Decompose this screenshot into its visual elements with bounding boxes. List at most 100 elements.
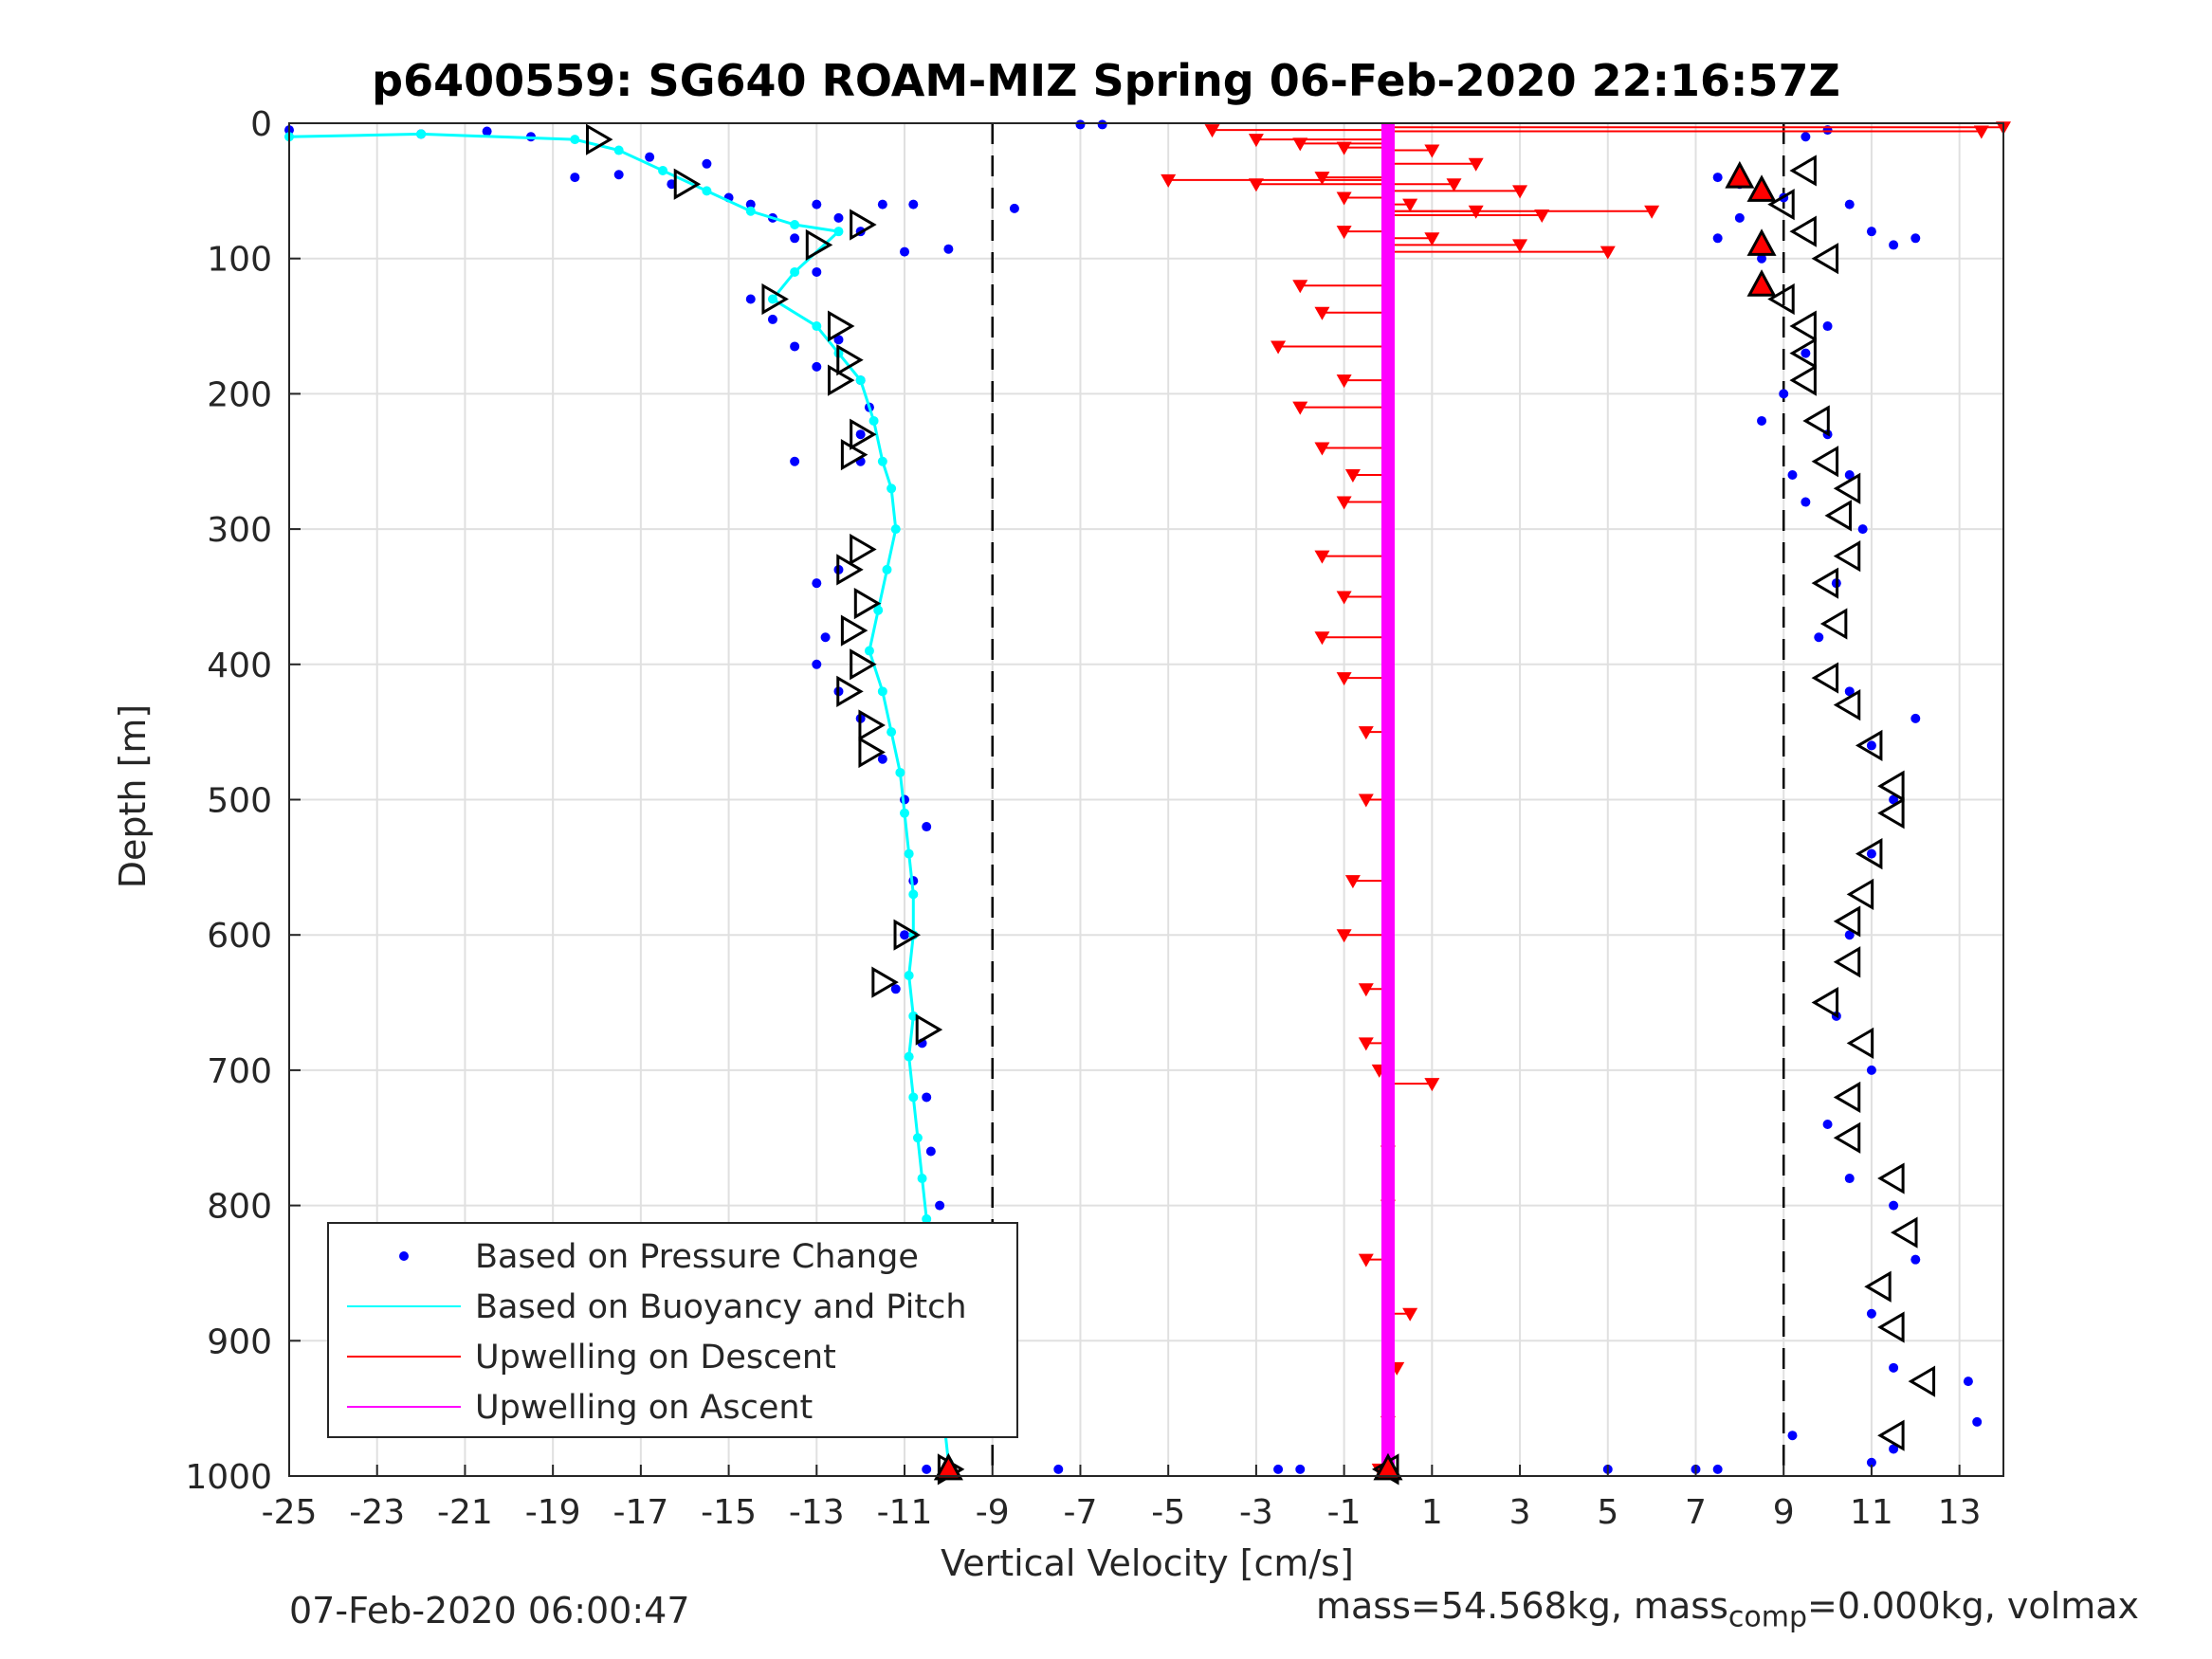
triangle-markers — [586, 123, 1936, 1486]
x-tick-label: 13 — [1938, 1493, 1982, 1532]
x-tick-label: 7 — [1685, 1493, 1707, 1532]
y-tick-label: 1000 — [185, 1458, 272, 1497]
x-tick-label: -19 — [525, 1493, 581, 1532]
data-point — [482, 126, 492, 137]
ascent-triangle-marker — [1891, 1216, 1918, 1249]
upwelling-marker — [1336, 591, 1352, 605]
series-point — [887, 483, 897, 494]
data-point — [790, 456, 800, 466]
descent-triangle-marker — [850, 533, 877, 566]
data-point — [1866, 1308, 1876, 1319]
data-point — [1787, 470, 1798, 481]
x-tick-label: 5 — [1597, 1493, 1618, 1532]
ascent-triangle-marker — [1789, 215, 1817, 247]
y-tick-label: 400 — [207, 647, 272, 685]
series-point — [868, 415, 879, 426]
footer-mass-text: mass=54.568kg, mass — [1316, 1585, 1728, 1627]
upwelling-marker — [1314, 306, 1330, 320]
y-tick-label: 900 — [207, 1322, 272, 1361]
data-point — [1787, 1431, 1798, 1441]
data-point — [1866, 227, 1876, 237]
y-tick-label: 500 — [207, 782, 272, 821]
upwelling-marker — [1424, 232, 1440, 246]
upwelling-marker — [1534, 210, 1550, 224]
series-point — [702, 186, 712, 196]
ascent-triangle-marker — [1833, 688, 1861, 721]
ascent-triangle-marker — [1855, 837, 1883, 870]
series-point — [900, 808, 910, 818]
axes: -25 -23 -21 -19 -17 -15 -13 -11 -9 -7 -5 -3 -1 1 3 5 7 9 1… — [185, 105, 2004, 1532]
x-tick-label: -17 — [612, 1493, 668, 1532]
upwelling-marker — [1248, 178, 1264, 192]
red-triangle-marker — [933, 1452, 963, 1481]
series-point — [890, 524, 901, 535]
data-point — [900, 930, 910, 940]
data-point — [1963, 1376, 1973, 1387]
series-point — [877, 686, 887, 697]
descent-triangle-marker — [871, 966, 899, 998]
data-point — [1814, 632, 1824, 643]
data-point — [935, 1200, 945, 1211]
data-point — [855, 429, 866, 440]
red-triangle-marker — [1373, 1452, 1403, 1481]
descent-triangle-marker — [805, 228, 833, 262]
ascent-triangle-marker — [1789, 155, 1817, 187]
upwelling-marker — [1644, 205, 1660, 219]
y-tick-label: 300 — [207, 511, 272, 550]
upwelling-marker — [1336, 226, 1352, 240]
upwelling-marker — [1314, 550, 1330, 564]
series-point — [882, 564, 892, 574]
upwelling-marker — [1600, 246, 1616, 260]
data-point — [925, 1146, 936, 1157]
data-point — [812, 578, 822, 589]
ascent-triangle-marker — [1811, 567, 1839, 599]
data-point — [1712, 173, 1723, 183]
x-axis-label: Vertical Velocity [cm/s] — [941, 1542, 1354, 1584]
ascent-triangle-marker — [1855, 729, 1883, 762]
series-point — [877, 456, 887, 466]
data-point — [1910, 1254, 1921, 1265]
descent-triangle-marker — [840, 614, 868, 647]
upwelling-marker — [1292, 280, 1308, 294]
legend-label: Based on Pressure Change — [475, 1238, 919, 1276]
series-point — [658, 165, 668, 175]
data-point — [900, 246, 910, 257]
data-point — [745, 199, 756, 210]
x-tick-label: 3 — [1509, 1493, 1531, 1532]
x-tick-label: -15 — [701, 1493, 757, 1532]
data-point — [1801, 132, 1811, 142]
data-point — [877, 754, 887, 764]
upwelling-marker — [1336, 496, 1352, 510]
data-point — [1097, 119, 1107, 130]
legend-label: Based on Buoyancy and Pitch — [475, 1288, 967, 1326]
data-point — [645, 152, 655, 162]
descent-triangle-marker — [858, 709, 886, 741]
series-point — [790, 220, 800, 230]
data-point — [833, 335, 844, 345]
series-point — [873, 605, 884, 615]
ascent-triangle-marker — [1833, 540, 1861, 573]
footer-timestamp: 07-Feb-2020 06:00:47 — [289, 1590, 690, 1632]
upwelling-marker — [1973, 125, 1989, 139]
data-point — [812, 266, 822, 277]
y-tick-label: 600 — [207, 917, 272, 956]
data-point — [1889, 794, 1899, 805]
series-point — [613, 145, 624, 155]
series-point — [864, 646, 874, 656]
upwelling-marker — [1314, 631, 1330, 646]
descent-triangle-marker — [853, 587, 882, 620]
ascent-triangle-marker — [1846, 1027, 1874, 1059]
upwelling-marker — [1358, 1037, 1374, 1051]
data-point — [1009, 203, 1019, 213]
data-point — [1910, 713, 1921, 723]
upwelling-marker — [1204, 124, 1220, 138]
data-point — [1801, 348, 1811, 358]
upwelling-marker — [1344, 469, 1361, 483]
descent-triangle-marker — [673, 168, 702, 200]
upwelling-marker — [1446, 178, 1462, 192]
descent-triangle-marker — [858, 736, 886, 769]
y-tick-label: 200 — [207, 375, 272, 414]
data-point — [767, 314, 777, 324]
ascent-triangle-marker — [1824, 500, 1852, 532]
upwelling-marker — [1292, 401, 1308, 415]
